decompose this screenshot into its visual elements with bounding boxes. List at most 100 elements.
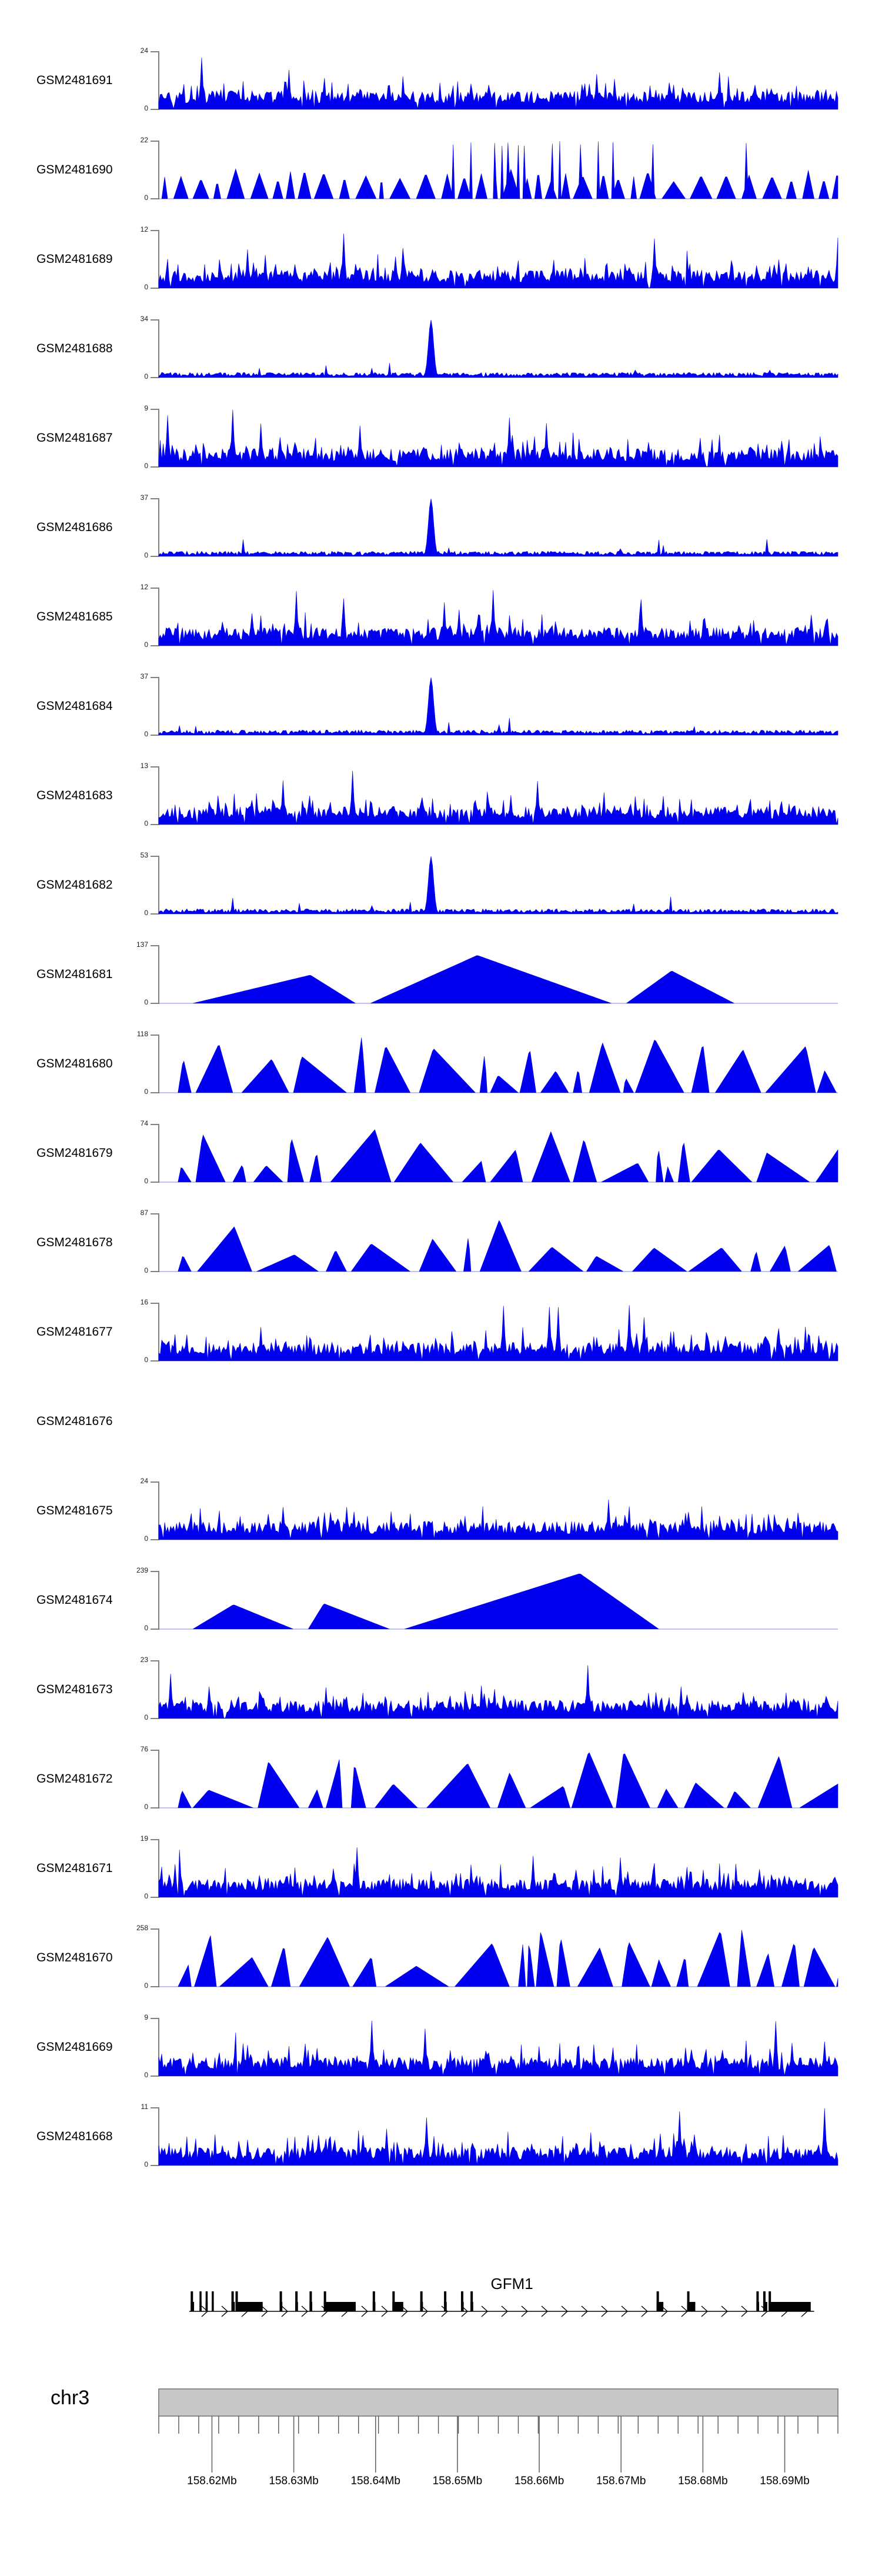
y-axis-line — [151, 588, 159, 646]
strand-arrow-icon — [221, 2305, 229, 2317]
exon-box — [199, 2302, 202, 2311]
track-row — [151, 1035, 838, 1093]
axis-tick-label: 158.63Mb — [269, 2475, 319, 2487]
coverage-area — [159, 1037, 838, 1093]
strand-arrow-icon — [441, 2305, 449, 2317]
exon-riser — [212, 2291, 214, 2311]
track-sample-label: GSM2481677 — [36, 1325, 113, 1339]
y-axis-max-label: 74 — [140, 1119, 148, 1127]
exon-box — [235, 2302, 263, 2311]
strand-arrow-icon — [481, 2305, 489, 2317]
chromosome-axis — [158, 2388, 838, 2472]
y-axis-line — [151, 2018, 159, 2077]
y-axis-zero-label: 0 — [144, 283, 148, 291]
exon-riser — [205, 2291, 208, 2311]
track-row — [151, 588, 838, 646]
strand-arrow-icon — [741, 2305, 749, 2317]
y-axis-line — [151, 1660, 159, 1719]
strand-arrow-icon — [561, 2305, 569, 2317]
track-sample-label: GSM2481670 — [36, 1951, 113, 1964]
strand-arrow-icon — [581, 2305, 589, 2317]
track-sample-label: GSM2481674 — [36, 1593, 113, 1607]
exon-riser — [295, 2291, 298, 2311]
track-row — [151, 319, 838, 378]
y-axis-zero-label: 0 — [144, 1266, 148, 1274]
coverage-area — [159, 1129, 838, 1183]
exon-box — [763, 2302, 767, 2311]
y-axis-max-label: 137 — [136, 940, 148, 949]
exon-riser — [235, 2291, 238, 2311]
track-row — [151, 51, 838, 110]
exon-riser — [444, 2291, 447, 2311]
y-axis-line — [151, 856, 159, 915]
y-axis-line — [151, 1035, 159, 1093]
coverage-area — [159, 1220, 838, 1272]
exon-box — [323, 2302, 356, 2311]
y-axis-max-label: 87 — [140, 1209, 148, 1217]
exon-box — [769, 2302, 811, 2311]
y-axis-max-label: 11 — [141, 2103, 148, 2111]
track-sample-label: GSM2481671 — [36, 1861, 113, 1875]
y-axis-line — [151, 2107, 159, 2166]
exon-box — [191, 2302, 195, 2311]
exon-riser — [392, 2291, 395, 2311]
coverage-area — [158, 2108, 838, 2166]
y-axis-max-label: 37 — [140, 493, 148, 502]
exon-box — [279, 2302, 283, 2311]
coverage-area — [159, 1573, 838, 1630]
track-row — [151, 2018, 838, 2077]
strand-arrow-icon — [421, 2305, 429, 2317]
track-sample-label: GSM2481685 — [36, 610, 113, 623]
y-axis-max-label: 12 — [140, 583, 148, 591]
track-row — [151, 1928, 838, 1987]
exon-box — [231, 2302, 235, 2311]
y-axis-zero-label: 0 — [144, 1177, 148, 1185]
coverage-area — [158, 1305, 838, 1362]
track-sample-label: GSM2481684 — [36, 699, 113, 713]
strand-arrow-icon — [641, 2305, 649, 2317]
ideogram-bar — [158, 2388, 838, 2417]
track-row — [151, 1660, 838, 1719]
y-axis-max-label: 23 — [140, 1656, 148, 1664]
strand-arrow-icon — [361, 2305, 369, 2317]
track-row — [151, 409, 838, 468]
y-axis-zero-label: 0 — [144, 1087, 148, 1096]
track-row — [151, 1124, 838, 1183]
strand-arrow-icon — [301, 2305, 309, 2317]
track-sample-label: GSM2481676 — [36, 1414, 113, 1428]
track-row — [151, 766, 838, 825]
exon-riser — [656, 2291, 659, 2311]
y-axis-max-label: 37 — [140, 672, 148, 680]
exon-box — [420, 2302, 423, 2311]
axis-tick-label: 158.65Mb — [432, 2475, 483, 2487]
exon-box — [687, 2302, 696, 2311]
y-axis-zero-label: 0 — [144, 1534, 148, 1543]
coverage-area — [158, 1847, 838, 1898]
track-sample-label: GSM2481673 — [36, 1683, 113, 1696]
coverage-area — [159, 141, 838, 199]
track-sample-label: GSM2481668 — [36, 2130, 113, 2143]
track-row — [151, 141, 838, 199]
exon-box — [470, 2302, 473, 2311]
y-axis-line — [151, 1303, 159, 1362]
y-axis-zero-label: 0 — [144, 730, 148, 738]
exon-box — [212, 2302, 214, 2311]
y-axis-zero-label: 0 — [144, 1356, 148, 1364]
y-axis-max-label: 76 — [140, 1745, 148, 1753]
strand-arrow-icon — [381, 2305, 389, 2317]
exon-riser — [470, 2291, 473, 2311]
y-axis-line — [151, 319, 159, 378]
y-axis-line — [151, 677, 159, 736]
y-axis-max-label: 13 — [140, 762, 148, 770]
y-axis-zero-label: 0 — [144, 819, 148, 827]
axis-tick-label: 158.69Mb — [760, 2475, 810, 2487]
track-row — [151, 1481, 838, 1540]
y-axis-max-label: 9 — [144, 2013, 148, 2021]
track-row — [151, 677, 838, 736]
y-axis-max-label: 118 — [136, 1030, 148, 1038]
y-axis-zero-label: 0 — [144, 1803, 148, 1811]
exon-riser — [199, 2291, 202, 2311]
y-axis-max-label: 24 — [140, 46, 148, 55]
exon-riser — [763, 2291, 766, 2311]
